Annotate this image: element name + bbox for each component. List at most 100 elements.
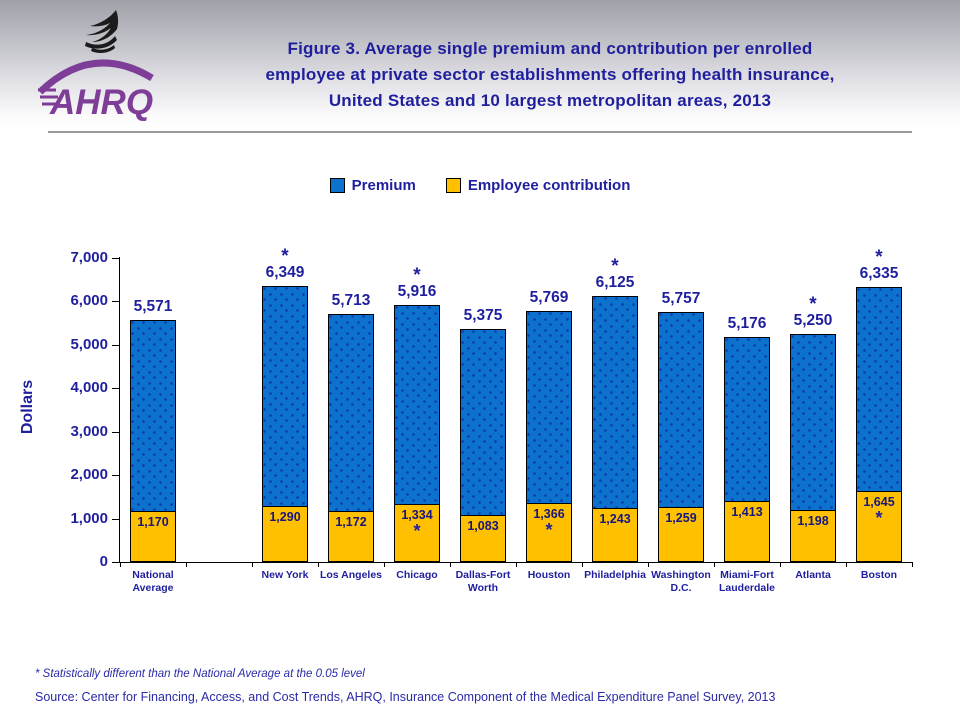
chart-legend: Premium Employee contribution [0,177,960,194]
significance-asterisk: * [875,508,883,528]
significance-asterisk: * [875,247,883,268]
premium-value-7: 5,757 [641,290,721,308]
y-tick-mark-6 [112,301,119,303]
contribution-value-10: 1,645 * [856,495,902,529]
x-axis-label-0: National Average [132,569,174,594]
x-axis-label-1: New York [261,569,309,581]
y-tick-label-2: 2,000 [70,466,108,484]
contribution-value-text: 1,198 [797,514,829,528]
hhs-eagle-icon [85,10,119,53]
premium-value-text: 5,769 [529,289,569,306]
premium-value-8: 5,176 [707,315,787,333]
premium-value-text: 5,916 [397,283,437,300]
contribution-bar-2 [328,511,374,562]
premium-value-5: 5,769 [509,289,589,307]
contribution-value-text: 1,259 [665,511,697,525]
contribution-value-text: 1,366 [533,507,565,521]
contribution-value-text: 1,172 [335,515,367,529]
significance-asterisk: * [809,294,817,315]
premium-value-text: 5,713 [331,292,371,309]
contribution-bar-10 [856,491,902,562]
premium-value-3: * 5,916 [377,265,457,301]
contribution-value-text: 1,170 [137,515,169,529]
significance-asterisk: * [413,521,421,541]
y-tick-label-1: 1,000 [70,509,108,527]
source-footnote: Source: Center for Financing, Access, an… [35,690,776,704]
contribution-value-1: 1,290 [262,510,308,544]
premium-value-text: 6,349 [265,264,305,281]
contribution-bar-4 [460,515,506,562]
contribution-value-6: 1,243 [592,512,638,546]
premium-value-4: 5,375 [443,307,523,325]
page-title-line-3: United States and 10 largest metropolita… [328,91,772,110]
employee-contribution-swatch-icon [445,178,461,193]
x-tick-mark-6 [516,562,517,567]
premium-value-2: 5,713 [311,292,391,310]
page-title-line-1: Figure 3. Average single premium and con… [287,39,813,58]
x-axis-label-7: Washington D.C. [651,569,711,594]
x-axis-label-3: Chicago [396,569,438,581]
x-tick-mark-11 [846,562,847,567]
header-gradient-band [0,0,960,130]
significance-asterisk: * [545,520,553,540]
contribution-bar-3 [394,504,440,562]
contribution-value-8: 1,413 [724,505,770,539]
plot-area: 5,571 1,170 National Average * 6,349 1,290 New… [120,247,912,594]
contribution-value-4: 1,083 [460,519,506,553]
premium-value-9: * 5,250 [773,294,853,330]
contribution-bar-9 [790,510,836,562]
page-title: Figure 3. Average single premium and con… [150,36,950,114]
x-axis-label-2: Los Angeles [319,569,383,581]
significance-asterisk: * [611,256,619,277]
premium-value-text: 6,335 [859,265,899,282]
premium-value-text: 5,250 [793,312,833,329]
significance-asterisk: * [281,246,289,267]
y-tick-label-5: 5,000 [70,335,108,353]
contribution-value-0: 1,170 [130,515,176,549]
premium-value-10: * 6,335 [839,247,919,283]
logo-stripes [38,88,60,106]
contribution-value-text: 1,334 [401,508,433,522]
x-tick-mark-5 [450,562,451,567]
y-tick-mark-2 [112,475,119,477]
significance-footnote: * Statistically different than the Natio… [35,668,365,680]
y-tick-mark-7 [112,258,119,259]
contribution-bar-0 [130,511,176,562]
x-tick-mark-9 [714,562,715,567]
contribution-value-text: 1,243 [599,512,631,526]
x-axis-label-8: Miami-Fort Lauderdale [718,569,776,594]
premium-value-text: 5,757 [661,290,701,307]
contribution-value-text: 1,645 [863,495,895,509]
contribution-bar-5 [526,503,572,562]
x-axis-label-4: Dallas-Fort Worth [455,569,511,594]
x-tick-mark-8 [648,562,649,567]
y-axis-title: Dollars [19,379,36,435]
y-tick-label-7: 7,000 [70,249,108,266]
header-divider-line [48,131,912,133]
legend-item-premium: Premium [329,177,416,194]
contribution-value-9: 1,198 [790,514,836,548]
x-tick-mark-2 [252,562,253,567]
x-tick-mark-12 [912,562,913,567]
legend-label-premium: Premium [351,177,416,194]
y-tick-mark-5 [112,344,119,346]
significance-asterisk: * [413,265,421,286]
x-tick-mark-3 [318,562,319,567]
premium-value-text: 5,375 [463,307,503,324]
y-tick-label-6: 6,000 [70,292,108,310]
x-tick-mark-0 [120,562,121,567]
x-axis-label-6: Philadelphia [584,569,646,581]
premium-value-text: 5,571 [133,298,173,315]
contribution-value-3: 1,334 * [394,508,440,542]
contribution-bar-1 [262,506,308,562]
ahrq-logo: AHRQ [30,4,160,126]
y-tick-label-0: 0 [99,553,108,570]
x-axis-label-9: Atlanta [795,569,831,581]
premium-swatch-icon [329,178,345,193]
y-tick-mark-1 [112,518,119,520]
contribution-value-text: 1,290 [269,510,301,524]
contribution-value-2: 1,172 [328,515,374,549]
contribution-value-text: 1,083 [467,519,499,533]
premium-value-6: * 6,125 [575,256,655,292]
y-tick-mark-4 [112,388,119,390]
